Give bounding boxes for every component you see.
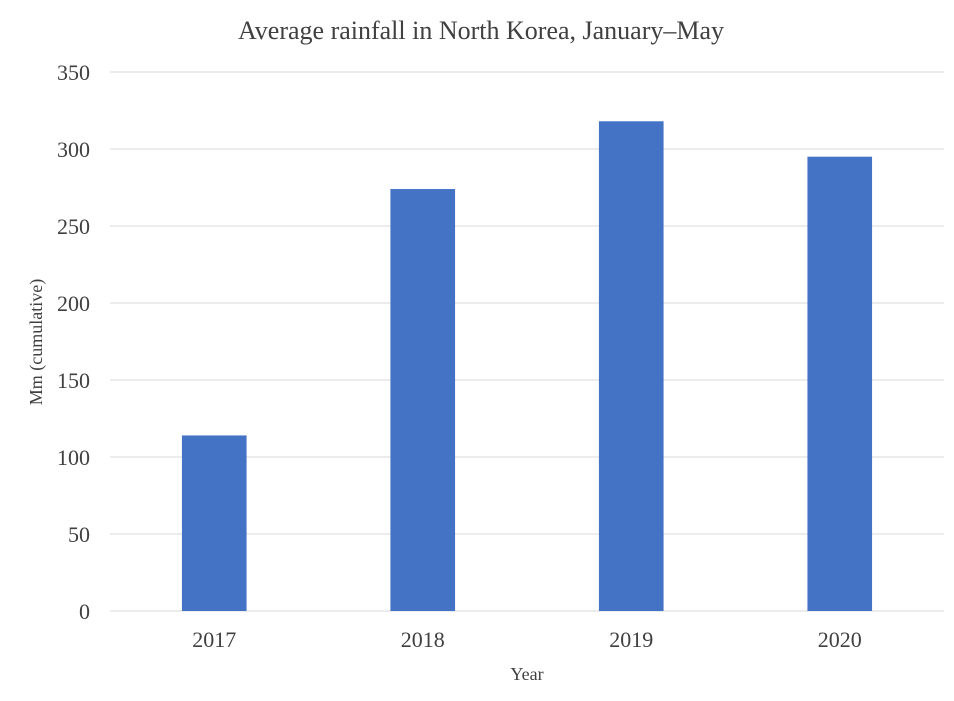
y-tick-label: 50 bbox=[68, 522, 90, 547]
y-tick-label: 200 bbox=[57, 291, 90, 316]
x-axis-label: Year bbox=[510, 664, 543, 684]
bar-2020 bbox=[807, 156, 873, 611]
y-tick-label: 300 bbox=[57, 137, 90, 162]
y-tick-label: 150 bbox=[57, 368, 90, 393]
y-tick-label: 350 bbox=[57, 60, 90, 85]
y-axis-label: Mm (cumulative) bbox=[26, 279, 47, 405]
y-tick-label: 250 bbox=[57, 214, 90, 239]
gridlines bbox=[110, 71, 944, 612]
x-axis-ticks: 2017 2018 2019 2020 bbox=[192, 627, 862, 652]
y-axis-ticks: 0 50 100 150 200 250 300 350 bbox=[57, 60, 90, 624]
y-tick-label: 100 bbox=[57, 445, 90, 470]
x-tick-label: 2019 bbox=[609, 627, 653, 652]
bar-2017 bbox=[181, 435, 247, 611]
x-tick-label: 2018 bbox=[401, 627, 445, 652]
bar-2019 bbox=[598, 121, 664, 611]
chart-title: Average rainfall in North Korea, January… bbox=[238, 16, 724, 45]
y-tick-label: 0 bbox=[79, 599, 90, 624]
bar-2018 bbox=[390, 189, 456, 612]
x-tick-label: 2017 bbox=[192, 627, 236, 652]
bars bbox=[181, 121, 873, 612]
x-tick-label: 2020 bbox=[818, 627, 862, 652]
